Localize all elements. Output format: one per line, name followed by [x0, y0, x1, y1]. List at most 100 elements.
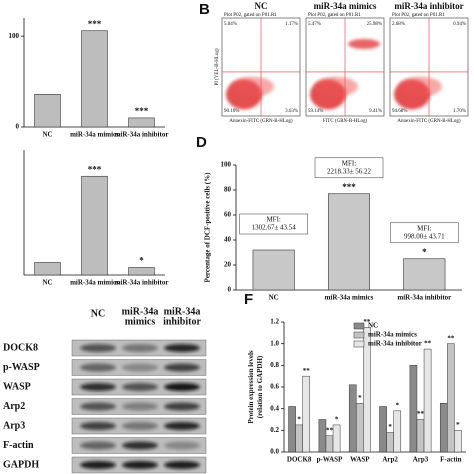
mfi-label: MFI:	[417, 224, 431, 232]
mfi-label: 1302.67± 43.54	[252, 224, 297, 232]
cell-cloud	[314, 76, 358, 97]
significance-mark: **	[326, 426, 334, 434]
y-tick-label: 100	[221, 161, 232, 169]
legend-swatch	[353, 331, 365, 339]
x-tick-label: NC	[269, 294, 279, 302]
bar	[295, 424, 303, 453]
mfi-label: MFI:	[342, 159, 356, 167]
bar	[81, 30, 108, 128]
mfi-label: MFI:	[266, 216, 280, 224]
blot-band	[122, 441, 158, 450]
x-tick-label: F-actin	[440, 456, 461, 464]
blot-band	[164, 402, 200, 411]
y-tick-label: 80	[224, 186, 232, 194]
cell-cloud	[348, 39, 380, 49]
bar	[34, 262, 61, 276]
blot-band	[164, 461, 200, 469]
mfi-box	[239, 213, 308, 235]
bar	[34, 94, 61, 128]
mfi-label: 998.00± 43.71	[404, 232, 445, 240]
y-tick-label: 1.0	[270, 339, 279, 347]
y-tick-label: 0.2	[270, 426, 279, 434]
lane-label: NC	[91, 308, 105, 319]
y-tick-label: 0	[16, 123, 20, 131]
bar	[454, 430, 462, 453]
quadrant-percent: 2.68%	[392, 22, 405, 27]
quadrant-percent: 5.47%	[308, 22, 321, 27]
y-tick-label: 0.6	[270, 383, 279, 391]
bar	[409, 365, 418, 453]
bar	[128, 267, 155, 276]
bar	[327, 193, 371, 291]
bar	[447, 343, 455, 453]
x-tick-label: NC	[42, 131, 52, 139]
bar	[386, 432, 394, 453]
protein-label: GAPDH	[3, 459, 39, 470]
quadrant-percent: 25.98%	[367, 22, 382, 27]
bar	[348, 384, 357, 453]
x-tick-label: miR-34a inhibitor	[115, 279, 169, 287]
legend-swatch	[353, 322, 365, 330]
x-axis-title: FITC (GRN-B-HLog)	[323, 119, 368, 124]
quadrant-percent: 5.04%	[224, 22, 237, 27]
blot-band	[164, 441, 200, 450]
y-tick-label: 1.2	[270, 318, 279, 326]
blot-band	[80, 422, 116, 430]
lane-label: miR-34a	[164, 306, 201, 317]
x-tick-label: DOCK8	[287, 456, 312, 464]
x-tick-label: miR-34a inhibitor	[115, 131, 169, 139]
cell-cloud	[398, 76, 442, 97]
gate-label: Plot P02, gated on P01.R1	[392, 13, 445, 18]
significance-mark: **	[447, 334, 455, 342]
quadrant-percent: 1.70%	[453, 109, 466, 114]
blot-band	[122, 402, 158, 411]
significance-mark: **	[417, 410, 425, 418]
plot-title: miR-34a inhibitor	[394, 1, 463, 11]
protein-label: F-actin	[3, 440, 34, 451]
bar	[416, 419, 425, 453]
x-tick-label: miR-34a inhibitor	[397, 294, 451, 302]
y-tick-label: 0.4	[270, 404, 279, 412]
gate-label: Plot P02, gated on P01.R1	[224, 13, 277, 18]
y-tick-label: 20	[224, 261, 232, 269]
significance-mark: *	[456, 421, 460, 429]
quadrant-percent: 9.41%	[369, 109, 382, 114]
quadrant-percent: 0.94%	[453, 22, 466, 27]
x-tick-label: miR-34a mimics	[325, 294, 374, 302]
blot-band	[122, 363, 158, 372]
x-tick-label: Arp3	[413, 456, 429, 464]
panel-letter: D	[196, 134, 207, 151]
x-axis-title: Annexin-FITC (GRN-B-HLog)	[397, 119, 461, 124]
bar	[403, 258, 446, 291]
significance-mark: **	[303, 367, 311, 375]
quadrant-percent: 1.17%	[285, 22, 298, 27]
protein-label: p-WASP	[3, 362, 40, 373]
panel-letter: B	[199, 1, 210, 18]
x-tick-label: Arp2	[382, 456, 398, 464]
bar	[325, 435, 334, 453]
bar	[302, 375, 311, 453]
significance-mark: *	[358, 394, 362, 402]
x-tick-label: NC	[42, 279, 52, 287]
bar	[363, 327, 371, 453]
y-axis-title: (relation to GAPDH)	[256, 355, 264, 418]
quadrant-percent: 3.63%	[285, 109, 298, 114]
significance-mark: ***	[88, 19, 102, 29]
bar	[423, 348, 432, 453]
quadrant-percent: 59.14%	[308, 109, 323, 114]
x-tick-label: miR-34a mimics	[70, 131, 119, 139]
blot-band	[80, 461, 116, 469]
significance-mark: *	[395, 401, 399, 409]
significance-mark: *	[388, 423, 392, 431]
y-tick-label: 40	[224, 236, 232, 244]
quadrant-percent: 90.16%	[224, 109, 239, 114]
legend-label: miR-34a mimics	[368, 331, 417, 339]
blot-band	[122, 422, 158, 430]
plot-title: miR-34a mimics	[314, 1, 377, 11]
x-tick-label: p-WASP	[317, 456, 343, 464]
legend-label: miR-34a inhibitor	[368, 340, 422, 348]
significance-mark: ***	[342, 182, 356, 192]
y-tick-label: 60	[224, 211, 232, 219]
blot-band	[80, 363, 116, 372]
y-axis-title: Protein expression levels	[247, 350, 255, 424]
